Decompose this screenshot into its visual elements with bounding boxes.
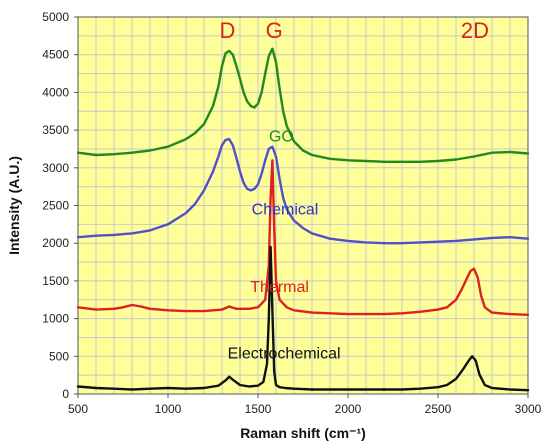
y-tick-label: 2500 (42, 199, 69, 213)
y-tick-label: 1000 (42, 312, 69, 326)
y-tick-label: 1500 (42, 274, 69, 288)
y-tick-label: 3000 (42, 161, 69, 175)
y-tick-label: 4500 (42, 48, 69, 62)
y-tick-label: 4000 (42, 85, 69, 99)
x-tick-label: 2000 (335, 402, 362, 416)
annotation-go: GO (269, 128, 294, 145)
annotation-g: G (266, 18, 283, 43)
x-axis-label: Raman shift (cm⁻¹) (240, 425, 366, 441)
annotation-thermal: Thermal (250, 279, 309, 296)
annotation-d: D (219, 18, 235, 43)
y-tick-label: 5000 (42, 10, 69, 24)
y-tick-label: 2000 (42, 236, 69, 250)
series-layer (76, 47, 530, 392)
annotation-chemical: Chemical (252, 202, 319, 219)
series-line-electrochemical (76, 245, 530, 392)
y-tick-label: 500 (49, 349, 69, 363)
x-tick-label: 500 (68, 402, 88, 416)
y-axis-label: Intensity (A.U.) (6, 156, 22, 255)
x-tick-label: 2500 (425, 402, 452, 416)
annotation-electrochemical: Electrochemical (228, 346, 341, 363)
y-tick-label: 0 (62, 387, 69, 401)
axis-layer: 500 1000 1500 2000 2500 300005001000150020002… (42, 10, 541, 416)
x-tick-label: 1500 (245, 402, 272, 416)
annotation-layer: D G 2D GO Chemical Thermal Electrochemical (219, 18, 489, 362)
annotation-2d: 2D (461, 18, 489, 43)
x-tick-label: 1000 (155, 402, 182, 416)
series-line-thermal (76, 159, 530, 316)
x-tick-label: 3000 (515, 402, 542, 416)
y-tick-label: 3500 (42, 123, 69, 137)
series-line-chemical (76, 137, 530, 245)
series-line-go (76, 47, 530, 164)
